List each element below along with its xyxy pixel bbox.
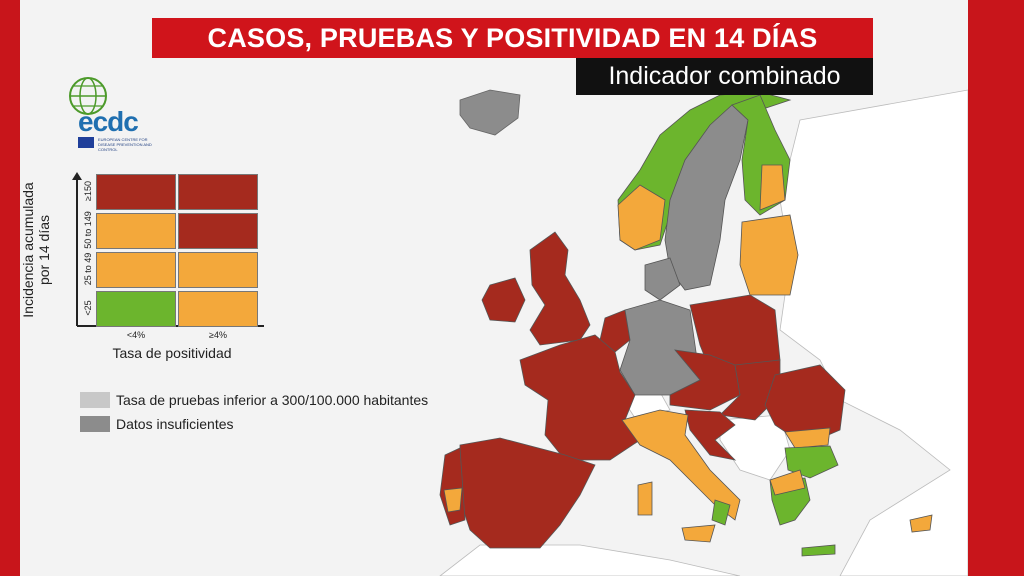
legend-label: Datos insuficientes	[116, 416, 234, 432]
map-region-calabria	[711, 499, 731, 526]
map-region-italy	[621, 409, 741, 521]
map-svg	[439, 89, 968, 576]
left-frame-border	[0, 0, 20, 576]
map-region-norway-south	[617, 184, 666, 251]
map-region-benelux	[599, 309, 631, 353]
matrix-y-label-line2: por 14 días	[36, 214, 52, 286]
legend-item-low-testing: Tasa de pruebas inferior a 300/100.000 h…	[80, 392, 428, 408]
map-region-sicily	[681, 524, 716, 543]
matrix-y-axis-label: Incidencia acumulada por 14 días	[20, 170, 52, 330]
matrix-row-label: ≥150	[83, 181, 93, 201]
map-region-uk	[529, 231, 591, 346]
matrix-row-label: <25	[83, 300, 93, 316]
page-subtitle: Indicador combinado	[576, 58, 873, 95]
matrix-y-axis-line	[76, 178, 78, 326]
map-region-ireland	[481, 277, 526, 323]
map-region-baltics	[739, 214, 799, 296]
map-region-spain	[459, 437, 596, 549]
map-region-finland-east	[759, 164, 786, 211]
legend-swatch	[80, 392, 110, 408]
map-region-germany	[619, 299, 701, 396]
matrix-col-label: ≥4%	[209, 330, 227, 340]
map-region-non-eu-east	[779, 89, 968, 576]
map-region-iceland	[459, 89, 521, 136]
europe-map	[20, 0, 968, 576]
legend-label: Tasa de pruebas inferior a 300/100.000 h…	[116, 392, 429, 408]
page-title: CASOS, PRUEBAS Y POSITIVIDAD EN 14 DÍAS	[152, 18, 873, 58]
map-region-france	[519, 334, 641, 461]
map-region-czechia-austria	[669, 349, 741, 411]
matrix-cell-orange	[178, 291, 258, 327]
map-region-portugal-south	[443, 487, 463, 513]
right-frame-border	[968, 0, 1024, 576]
matrix-cell-red	[178, 213, 258, 249]
eu-flag-icon	[78, 137, 94, 148]
ecdc-logo-icon	[69, 77, 107, 115]
matrix-row-label: 25 to 49	[83, 252, 93, 286]
map-region-sardinia	[637, 481, 653, 516]
matrix-row-label: 50 to 149	[83, 211, 93, 249]
map-region-sweden	[664, 104, 749, 291]
y-axis-arrow-icon	[72, 172, 82, 180]
matrix-cell-orange	[96, 252, 176, 288]
matrix-cell-red	[178, 174, 258, 210]
matrix-cell-green	[96, 291, 176, 327]
ecdc-logo-text: ecdc	[78, 106, 139, 137]
matrix-col-label: <4%	[126, 330, 146, 340]
map-region-cyprus	[909, 514, 933, 533]
matrix-cell-orange	[96, 213, 176, 249]
map-region-bulgaria	[784, 445, 839, 479]
map-region-non-eu-africa	[439, 544, 741, 576]
matrix-x-axis-label: Tasa de positividad	[112, 345, 232, 361]
matrix-cell-red	[96, 174, 176, 210]
legend-item-insufficient-data: Datos insuficientes	[80, 416, 234, 432]
map-region-croatia	[684, 409, 737, 461]
map-region-crete	[801, 544, 836, 557]
ecdc-logo-subtext: EUROPEAN CENTRE FOR DISEASE PREVENTION A…	[98, 137, 152, 152]
map-region-romania-south	[784, 427, 831, 449]
map-region-greece-north	[769, 469, 806, 496]
map-region-denmark	[644, 257, 681, 301]
legend-swatch	[80, 416, 110, 432]
matrix-y-label-line1: Incidencia acumulada	[20, 182, 36, 318]
matrix-cell-orange	[178, 252, 258, 288]
